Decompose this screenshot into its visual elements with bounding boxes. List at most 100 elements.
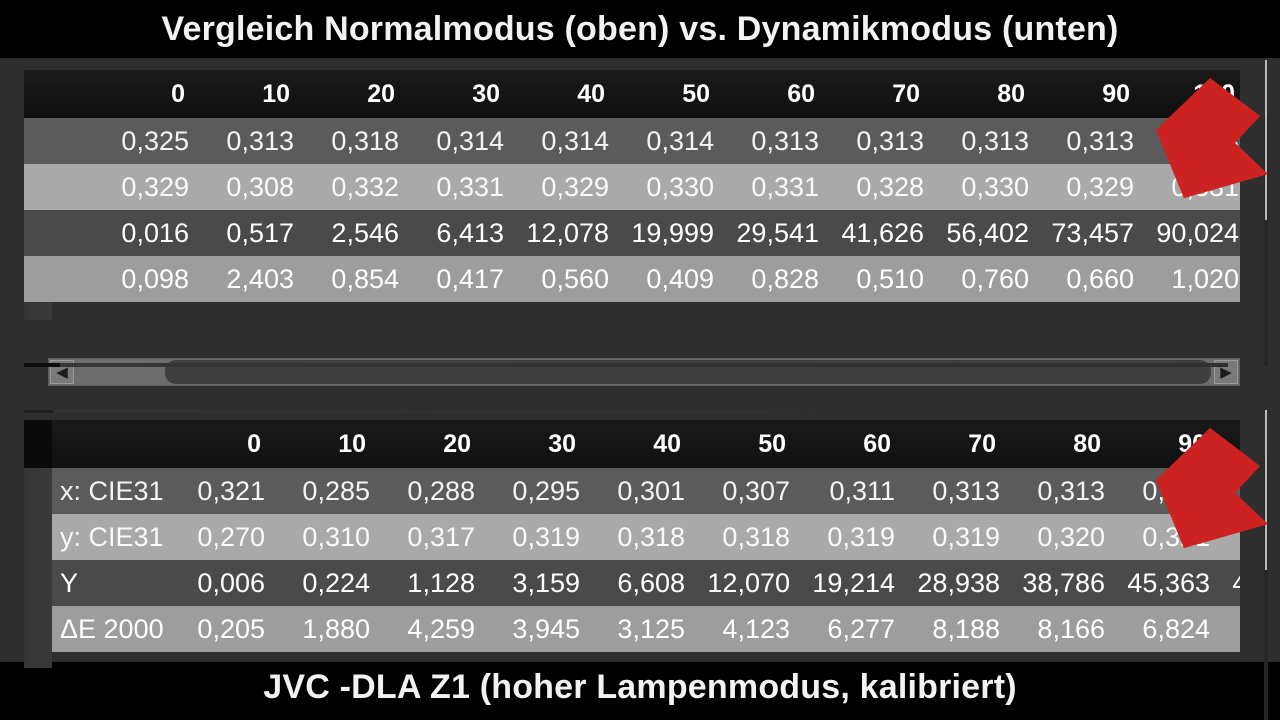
table-cell: 28,938 [917, 567, 1000, 598]
table-cell: 0,295 [512, 475, 580, 506]
table-cell: 0,319 [932, 521, 1000, 552]
table-cell: 0,332 [331, 171, 399, 202]
annotation-arrow-icon [1156, 428, 1268, 548]
table-row: x: CIE31 0,321 0,285 0,288 0,295 0,301 0… [52, 468, 1240, 514]
column-header: 60 [787, 79, 815, 108]
table-cell: 3,159 [512, 567, 580, 598]
table-cell: 0,308 [226, 171, 294, 202]
table-cell: 0,313 [226, 125, 294, 156]
table-cell: 8,166 [1037, 613, 1105, 644]
column-header: 50 [758, 429, 786, 458]
table-cell: 3,945 [512, 613, 580, 644]
vertical-scrollbar-track-top[interactable] [1264, 116, 1268, 366]
table-row: 31 0,325 0,313 0,318 0,314 0,314 0,314 0… [24, 118, 1240, 164]
row-label: 00 [24, 264, 94, 295]
table-cell: 4,123 [722, 613, 790, 644]
table-cell: 90,024 [1156, 217, 1239, 248]
table-cell: 0,560 [541, 263, 609, 294]
annotation-arrow-icon [1156, 78, 1268, 198]
table-cell: 0,517 [226, 217, 294, 248]
column-header: 40 [653, 429, 681, 458]
table-cell: 0,314 [541, 125, 609, 156]
table-cell: 0,329 [541, 171, 609, 202]
table-cell: 5,105 [1220, 614, 1240, 645]
table-cell: 6,608 [617, 567, 685, 598]
panel-divider [24, 363, 1228, 367]
table-normalmodus: 0 10 20 30 40 50 60 70 80 90 100 31 0,32… [24, 70, 1240, 320]
table-cell: 0,318 [722, 521, 790, 552]
table-cell: 0,319 [827, 521, 895, 552]
table-cell: 12,070 [707, 567, 790, 598]
column-header: 20 [443, 429, 471, 458]
table-cell: 0,313 [1037, 475, 1105, 506]
table-cell: 0,313 [932, 475, 1000, 506]
column-header: 10 [262, 79, 290, 108]
table-cell: 3,125 [617, 613, 685, 644]
column-header: 40 [577, 79, 605, 108]
table-row: 31 0,329 0,308 0,332 0,331 0,329 0,330 0… [24, 164, 1240, 210]
table-cell: 2,403 [226, 263, 294, 294]
column-header: 80 [1073, 429, 1101, 458]
table-cell: 0,301 [617, 475, 685, 506]
table-cell: 0,314 [646, 125, 714, 156]
table-cell: 0,828 [751, 263, 819, 294]
column-header: 80 [997, 79, 1025, 108]
table-cell: 73,457 [1051, 217, 1134, 248]
page-title: Vergleich Normalmodus (oben) vs. Dynamik… [161, 10, 1119, 48]
table-cell: 0,510 [856, 263, 924, 294]
table-cell: 45,363 [1127, 567, 1210, 598]
column-header: 0 [247, 429, 261, 458]
table-cell: 0,330 [646, 171, 714, 202]
row-label: y: CIE31 [60, 521, 164, 552]
table-cell: 0,307 [722, 475, 790, 506]
table-cell: 0,325 [121, 125, 189, 156]
table-cell: 0,331 [751, 171, 819, 202]
table-cell: 38,786 [1022, 567, 1105, 598]
table-cell: 0,760 [961, 263, 1029, 294]
vertical-scrollbar-thumb-top[interactable] [1265, 60, 1267, 220]
column-header: 70 [968, 429, 996, 458]
table-row: 0,016 0,517 2,546 6,413 12,078 19,999 29… [24, 210, 1240, 256]
table-cell: 0,098 [121, 263, 189, 294]
table-cell: 0,317 [407, 521, 475, 552]
row-label: 31 [24, 126, 94, 157]
table-row: y: CIE31 0,270 0,310 0,317 0,319 0,318 0… [52, 514, 1240, 560]
column-header: 10 [338, 429, 366, 458]
row-label: x: CIE31 [60, 475, 164, 506]
table-cell: 19,214 [812, 567, 895, 598]
vertical-scrollbar-thumb-bottom[interactable] [1265, 410, 1267, 570]
column-header: 20 [367, 79, 395, 108]
table-cell: 19,999 [631, 217, 714, 248]
table-cell: 4,259 [407, 613, 475, 644]
table-cell: 0,205 [197, 613, 265, 644]
table-cell: 56,402 [946, 217, 1029, 248]
column-header: 30 [472, 79, 500, 108]
bottom-caption: JVC -DLA Z1 (hoher Lampenmodus, kalibrie… [263, 668, 1017, 706]
table-cell: 41,626 [841, 217, 924, 248]
table-cell: 0,329 [1066, 171, 1134, 202]
vertical-scrollbar-track-bottom[interactable] [1264, 458, 1268, 720]
table-cell: 29,541 [736, 217, 819, 248]
table-cell: 0,006 [197, 567, 265, 598]
table-cell: 0,310 [302, 521, 370, 552]
table-cell: 0,285 [302, 475, 370, 506]
table-cell: 0,417 [436, 263, 504, 294]
table-cell: 0,319 [512, 521, 580, 552]
table-cell: 0,313 [1066, 125, 1134, 156]
table-cell: 0,331 [436, 171, 504, 202]
table-cell: 0,318 [617, 521, 685, 552]
row-label: ΔE 2000 [60, 613, 164, 644]
column-header: 50 [682, 79, 710, 108]
table-row: Y 0,006 0,224 1,128 3,159 6,608 12,070 1… [52, 560, 1240, 606]
row-label: Y [60, 567, 79, 598]
table-cell: 1,880 [302, 613, 370, 644]
table-cell: 0,660 [1066, 263, 1134, 294]
table-grid-bottom: 0 10 20 30 40 50 60 70 80 90 100 x: CIE3… [52, 420, 1240, 668]
table-cell: 0,329 [121, 171, 189, 202]
table-row: ΔE 2000 0,205 1,880 4,259 3,945 3,125 4,… [52, 606, 1240, 652]
table-cell: 0,330 [961, 171, 1029, 202]
app-surface: 0 10 20 30 40 50 60 70 80 90 100 31 0,32… [0, 58, 1280, 720]
table-cell: 0,311 [829, 475, 895, 506]
table-cell: 0,318 [331, 125, 399, 156]
panel-divider-secondary [24, 410, 1228, 413]
